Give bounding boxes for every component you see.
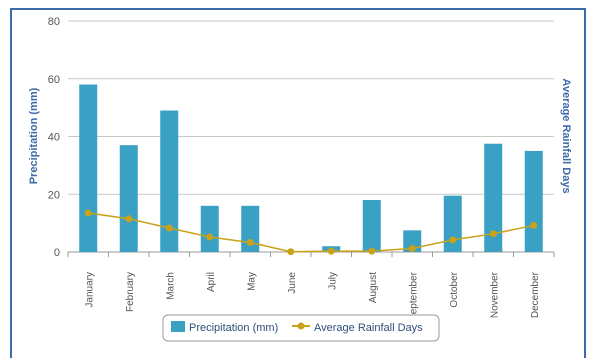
y-tick-label: 80 — [48, 16, 60, 28]
chart-frame — [10, 8, 586, 358]
y-axis-ticks: 0 20 40 60 80 — [48, 16, 60, 259]
rain-point-september[interactable] — [408, 245, 416, 253]
x-axis-ticks: January February March April May June July Augu… — [84, 271, 541, 321]
x-tick-label: June — [287, 272, 298, 294]
x-tick-label: October — [449, 271, 460, 307]
x-tick-label: November — [489, 271, 500, 318]
bars — [79, 84, 543, 253]
legend-rain-label[interactable]: Average Rainfall Days — [314, 322, 423, 334]
rain-point-november[interactable] — [489, 230, 497, 238]
bar-august[interactable] — [362, 200, 381, 252]
y-tick-label: 20 — [48, 189, 60, 201]
rain-point-march[interactable] — [165, 224, 173, 232]
y-tick-label: 40 — [48, 132, 60, 144]
bar-september[interactable] — [403, 230, 422, 252]
rain-point-june[interactable] — [287, 248, 295, 256]
bar-november[interactable] — [484, 143, 503, 252]
y-tick-label: 60 — [48, 74, 60, 86]
rainfall-days-line — [84, 209, 538, 256]
x-tick-label: July — [327, 272, 338, 290]
legend-precip-swatch — [171, 321, 185, 332]
y2-axis-title: Average Rainfall Days — [560, 78, 572, 193]
y-axis-title: Precipitation (mm) — [28, 87, 40, 184]
bar-december[interactable] — [524, 150, 543, 252]
rain-point-july[interactable] — [327, 247, 335, 255]
legend[interactable]: Precipitation (mm) Average Rainfall Days — [162, 314, 440, 342]
rain-point-april[interactable] — [206, 233, 214, 241]
rain-point-december[interactable] — [530, 221, 538, 229]
x-tick-label: December — [530, 271, 541, 318]
bar-april[interactable] — [200, 205, 219, 252]
grid-lines — [67, 20, 555, 257]
x-tick-label: February — [125, 272, 136, 312]
bar-may[interactable] — [241, 205, 260, 252]
rain-point-october[interactable] — [449, 236, 457, 244]
bar-january[interactable] — [79, 84, 98, 253]
legend-precip-label[interactable]: Precipitation (mm) — [189, 322, 278, 334]
bar-october[interactable] — [443, 195, 462, 252]
x-tick-label: March — [165, 272, 176, 300]
bar-march[interactable] — [160, 110, 179, 252]
y-tick-label: 0 — [54, 247, 60, 259]
chart-svg: 0 20 40 60 80 January February March April May Ju… — [28, 16, 572, 342]
rain-point-august[interactable] — [368, 247, 376, 255]
x-tick-label: January — [84, 272, 95, 308]
rain-point-february[interactable] — [125, 215, 133, 223]
rain-point-may[interactable] — [246, 238, 254, 246]
legend-rain-marker — [297, 322, 305, 330]
x-tick-label: September — [408, 271, 419, 321]
x-tick-label: August — [368, 272, 379, 303]
x-tick-label: April — [206, 272, 217, 292]
bar-february[interactable] — [119, 145, 138, 252]
rainfall-days-polyline — [88, 212, 534, 253]
rain-point-january[interactable] — [84, 209, 92, 217]
x-tick-label: May — [246, 272, 257, 291]
